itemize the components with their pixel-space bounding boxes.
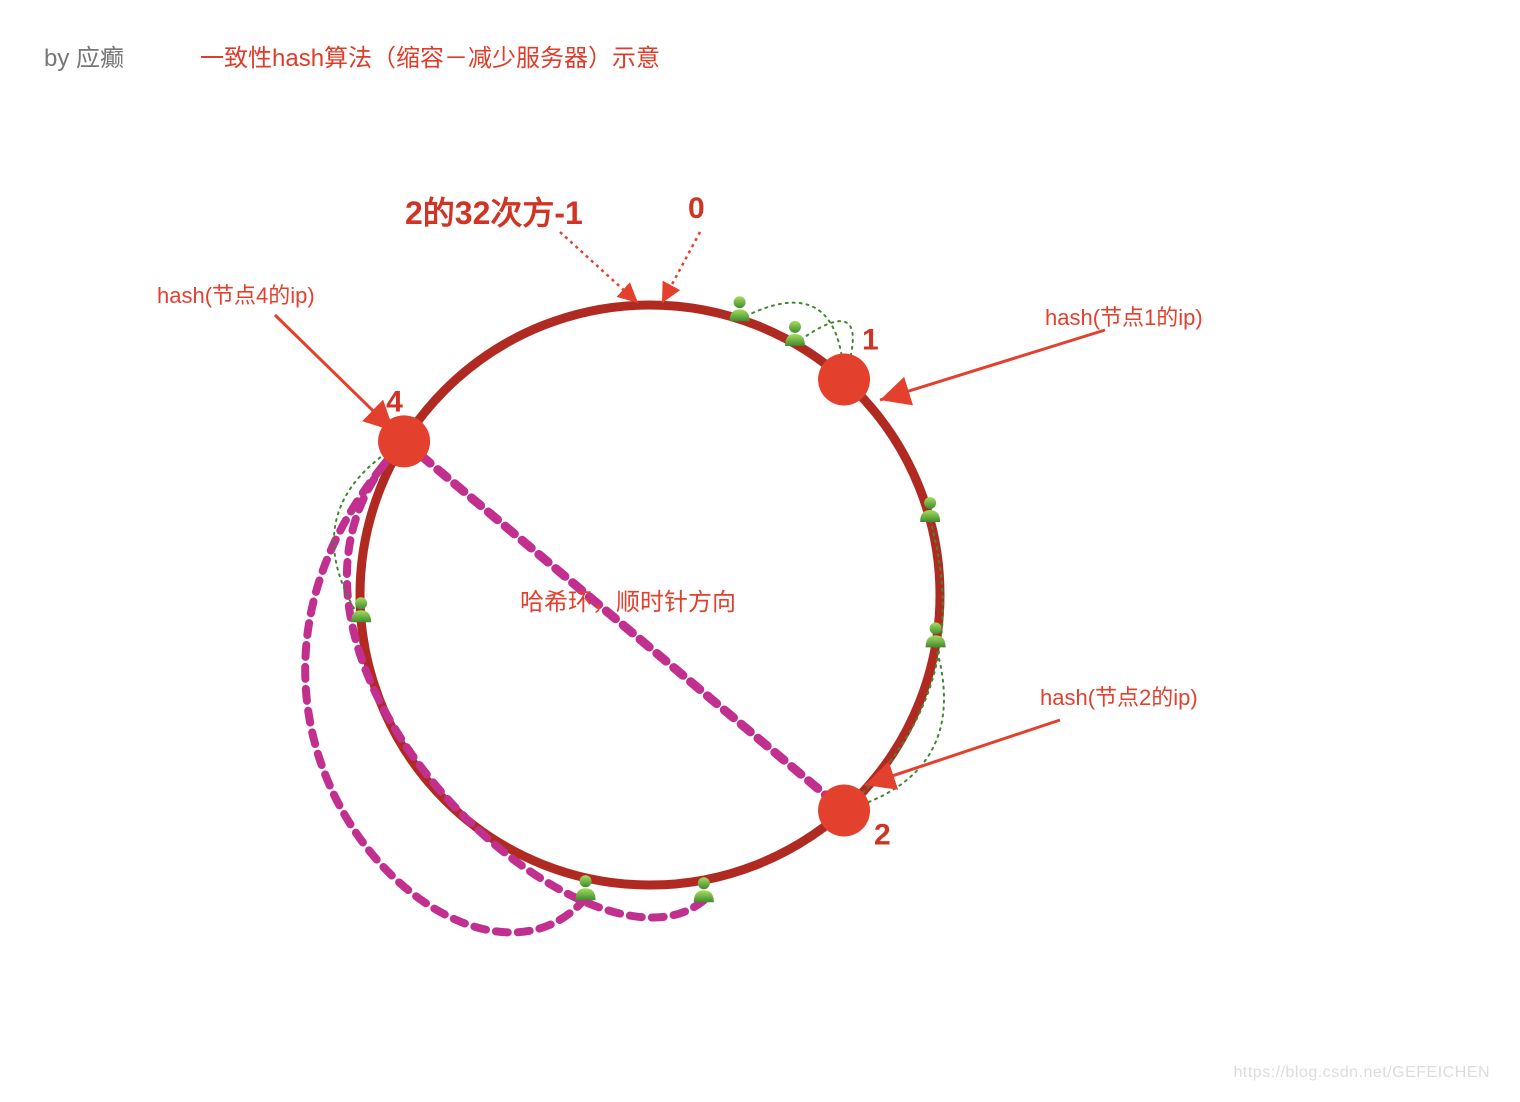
arrow-zero xyxy=(662,232,700,303)
node-number: 1 xyxy=(862,323,879,356)
server-node-2 xyxy=(818,785,870,837)
top-max-label: 2的32次方-1 xyxy=(405,188,583,234)
top-zero-label: 0 xyxy=(688,192,705,226)
removed-segment-chord xyxy=(404,441,844,810)
reroute-curve xyxy=(347,441,704,917)
reroute-curve xyxy=(305,441,585,932)
watermark: https://blog.csdn.net/GEFEICHEN xyxy=(1234,1064,1491,1082)
hash-label-node-1: hash(节点1的ip) xyxy=(1045,300,1203,332)
diagram-title: 一致性hash算法（缩容－减少服务器）示意 xyxy=(200,38,660,73)
arrow-maxval xyxy=(560,232,638,303)
hash-arrow xyxy=(880,330,1105,400)
diagram-canvas: 1 2 4 xyxy=(0,0,1520,1102)
center-label: 哈希环，顺时针方向 xyxy=(520,582,736,617)
author-label: by 应癫 xyxy=(44,38,124,73)
hash-arrow xyxy=(275,315,394,431)
hash-label-node-4: hash(节点4的ip) xyxy=(157,278,315,310)
hash-label-node-2: hash(节点2的ip) xyxy=(1040,680,1198,712)
server-node-1 xyxy=(818,353,870,405)
node-number: 2 xyxy=(874,819,891,852)
user-icon xyxy=(730,296,750,321)
node-number: 4 xyxy=(386,385,403,418)
user-icon xyxy=(785,321,805,346)
